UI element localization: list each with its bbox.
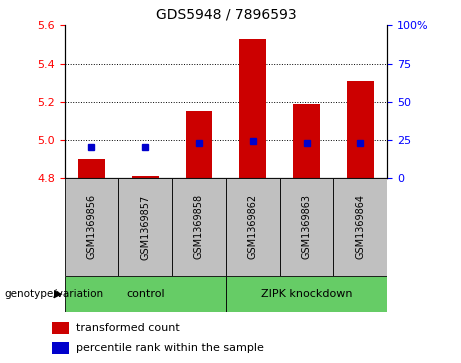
Bar bbox=[132, 176, 159, 178]
Text: GSM1369863: GSM1369863 bbox=[301, 194, 312, 260]
FancyBboxPatch shape bbox=[172, 178, 226, 276]
Text: control: control bbox=[126, 289, 165, 299]
Bar bbox=[52, 322, 69, 334]
FancyBboxPatch shape bbox=[226, 276, 387, 312]
Title: GDS5948 / 7896593: GDS5948 / 7896593 bbox=[155, 8, 296, 21]
Text: GSM1369858: GSM1369858 bbox=[194, 194, 204, 260]
FancyBboxPatch shape bbox=[280, 178, 333, 276]
Bar bbox=[347, 81, 374, 178]
Bar bbox=[293, 103, 320, 178]
FancyBboxPatch shape bbox=[118, 178, 172, 276]
Bar bbox=[239, 39, 266, 178]
FancyBboxPatch shape bbox=[333, 178, 387, 276]
Bar bbox=[52, 342, 69, 354]
FancyBboxPatch shape bbox=[226, 178, 280, 276]
Text: ▶: ▶ bbox=[54, 289, 62, 299]
Text: percentile rank within the sample: percentile rank within the sample bbox=[76, 343, 264, 353]
Text: GSM1369857: GSM1369857 bbox=[140, 194, 150, 260]
Text: GSM1369862: GSM1369862 bbox=[248, 194, 258, 260]
Text: GSM1369864: GSM1369864 bbox=[355, 194, 366, 260]
Bar bbox=[78, 159, 105, 178]
Bar bbox=[185, 111, 213, 178]
Text: GSM1369856: GSM1369856 bbox=[86, 194, 96, 260]
Text: ZIPK knockdown: ZIPK knockdown bbox=[261, 289, 352, 299]
Text: transformed count: transformed count bbox=[76, 323, 180, 333]
FancyBboxPatch shape bbox=[65, 276, 226, 312]
FancyBboxPatch shape bbox=[65, 178, 118, 276]
Text: genotype/variation: genotype/variation bbox=[5, 289, 104, 299]
